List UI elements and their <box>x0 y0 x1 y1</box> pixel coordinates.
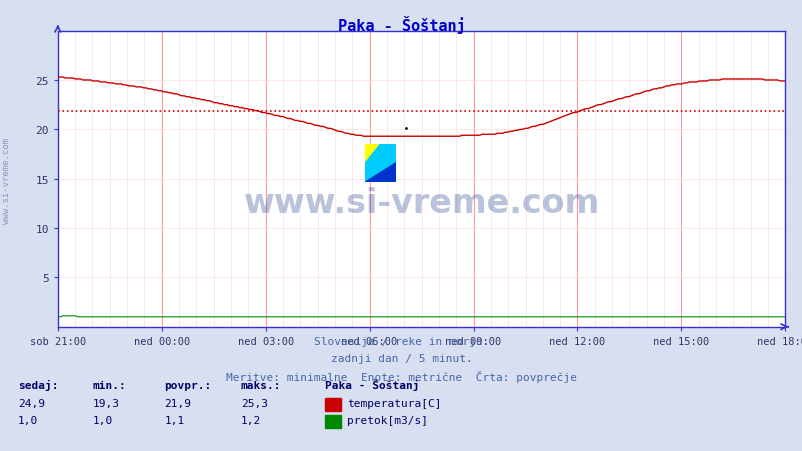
Text: 25,3: 25,3 <box>241 398 268 408</box>
Text: 19,3: 19,3 <box>92 398 119 408</box>
Text: zadnji dan / 5 minut.: zadnji dan / 5 minut. <box>330 353 472 363</box>
Text: www.si-vreme.com: www.si-vreme.com <box>2 138 11 223</box>
Text: min.:: min.: <box>92 380 126 390</box>
Text: www.si-vreme.com: www.si-vreme.com <box>243 186 599 219</box>
Text: pretok[m3/s]: pretok[m3/s] <box>346 415 427 425</box>
Polygon shape <box>365 144 395 183</box>
Text: 1,2: 1,2 <box>241 415 261 425</box>
Text: 24,9: 24,9 <box>18 398 45 408</box>
Text: maks.:: maks.: <box>241 380 281 390</box>
Text: temperatura[C]: temperatura[C] <box>346 398 441 408</box>
Text: Paka - Šoštanj: Paka - Šoštanj <box>325 378 419 390</box>
Text: Slovenija / reke in morje.: Slovenija / reke in morje. <box>314 336 488 346</box>
Text: 1,1: 1,1 <box>164 415 184 425</box>
Text: 1,0: 1,0 <box>18 415 38 425</box>
Polygon shape <box>365 163 395 183</box>
Text: Meritve: minimalne  Enote: metrične  Črta: povprečje: Meritve: minimalne Enote: metrične Črta:… <box>225 370 577 382</box>
Text: 1,0: 1,0 <box>92 415 112 425</box>
Text: 21,9: 21,9 <box>164 398 192 408</box>
Text: sedaj:: sedaj: <box>18 379 58 390</box>
Text: povpr.:: povpr.: <box>164 380 212 390</box>
Text: Paka - Šoštanj: Paka - Šoštanj <box>337 16 465 34</box>
Polygon shape <box>365 144 380 163</box>
